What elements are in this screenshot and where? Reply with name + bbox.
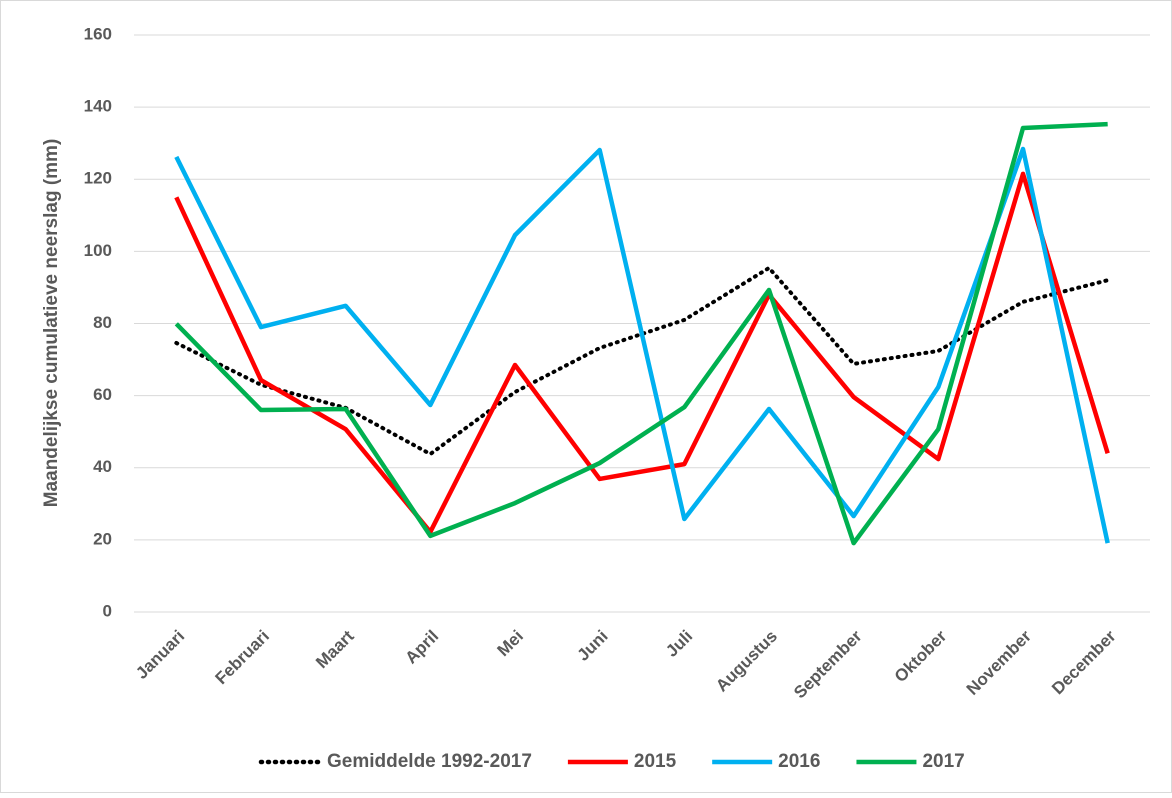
- y-tick-label: 100: [84, 241, 112, 260]
- series-line: [174, 121, 1108, 546]
- y-tick-label: 60: [93, 385, 112, 404]
- y-axis-label: Maandelijkse cumulatieve neerslag (mm): [41, 139, 62, 508]
- series-line: [174, 171, 1110, 535]
- y-tick-label: 40: [93, 457, 112, 476]
- legend-label: 2016: [778, 751, 820, 772]
- series-line: [174, 146, 1110, 544]
- y-tick-label: 140: [84, 97, 112, 116]
- y-tick-label: 120: [84, 169, 112, 188]
- legend-label: 2017: [922, 751, 964, 772]
- y-tick-label: 80: [93, 313, 112, 332]
- y-tick-label: 0: [103, 601, 112, 620]
- y-tick-label: 160: [84, 24, 112, 43]
- legend-label: Gemiddelde 1992-2017: [327, 751, 532, 772]
- y-tick-label: 20: [93, 529, 112, 548]
- legend-label: 2015: [634, 751, 677, 772]
